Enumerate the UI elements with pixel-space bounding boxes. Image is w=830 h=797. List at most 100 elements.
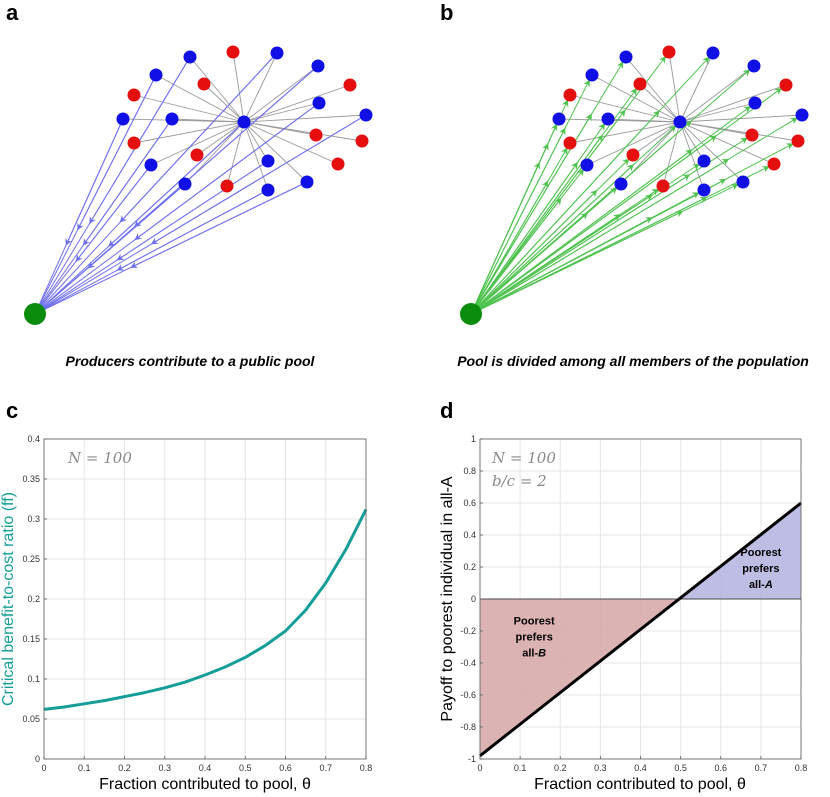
network-link xyxy=(232,51,245,123)
producer-node xyxy=(165,112,179,126)
non-producer-node xyxy=(563,136,577,150)
producer-node xyxy=(149,68,163,82)
y-tick-label: 0.05 xyxy=(22,714,40,724)
producer-node xyxy=(580,158,594,172)
x-tick-label: 0.8 xyxy=(795,763,808,773)
series-line-critical-ratio xyxy=(43,508,368,711)
network-link xyxy=(591,74,681,123)
contribution-arrowhead xyxy=(116,189,269,272)
annotation-d-bc: b/c = 2 xyxy=(492,472,547,490)
region-label-a: Poorest xyxy=(740,547,781,559)
y-tick-label: 0.4 xyxy=(463,530,476,540)
non-producer-node xyxy=(767,157,781,171)
network-link xyxy=(679,102,756,123)
non-producer-node xyxy=(343,78,357,92)
producer-node xyxy=(736,175,750,189)
series-c xyxy=(43,508,368,711)
contribution-arrowhead xyxy=(133,65,319,228)
network-link xyxy=(243,121,308,183)
distribution-arrowhead xyxy=(470,173,691,315)
y-tick-label: 0 xyxy=(35,754,40,764)
y-tick-label: 0.6 xyxy=(463,498,476,508)
network-diagram-b xyxy=(460,45,809,325)
x-tick-label: 0.2 xyxy=(118,763,131,773)
network-link xyxy=(625,56,681,123)
producer-node xyxy=(697,154,711,168)
region-label-b: prefers xyxy=(516,632,553,644)
series-d xyxy=(479,501,802,757)
distribution-arrowhead xyxy=(470,127,566,315)
distribution-arrowhead xyxy=(470,197,562,315)
hub-node xyxy=(237,115,251,129)
non-producer-node xyxy=(791,134,805,148)
producer-node xyxy=(144,158,158,172)
producer-node xyxy=(747,59,761,73)
producer-node xyxy=(261,154,275,168)
contribution-arrowhead xyxy=(116,160,269,261)
non-producer-node xyxy=(662,45,676,59)
network-link xyxy=(569,94,681,123)
contribution-arrowhead xyxy=(119,52,278,223)
annotation-c: N = 100 xyxy=(67,449,132,467)
distribution-arrowhead xyxy=(470,161,579,315)
distribution-arrowhead xyxy=(470,158,730,315)
non-producer-node xyxy=(745,128,759,142)
network-link xyxy=(569,121,681,144)
distribution-arrowhead xyxy=(470,180,549,315)
non-producer-node xyxy=(197,77,211,91)
x-tick-label: 0.7 xyxy=(319,763,332,773)
producer-node xyxy=(311,59,325,73)
network-link xyxy=(243,114,367,123)
network-link xyxy=(243,121,339,165)
series-line-payoff xyxy=(479,501,802,757)
panel-label-c: c xyxy=(6,398,18,423)
network-diagram-a xyxy=(24,45,373,325)
ylabel-c: Critical benefit-to-cost ratio (ff) xyxy=(0,492,17,706)
network-link xyxy=(243,121,269,162)
network-link xyxy=(189,56,245,123)
producer-node xyxy=(116,112,130,126)
non-producer-node xyxy=(309,128,323,142)
producer-node xyxy=(300,175,314,189)
y-tick-label: 0.15 xyxy=(22,634,40,644)
caption-b: Pool is divided among all members of the… xyxy=(457,353,809,369)
y-tick-label: 0.25 xyxy=(22,554,40,564)
non-producer-node xyxy=(331,157,345,171)
y-tick-label: -0.6 xyxy=(460,690,476,700)
contribution-arrowhead xyxy=(107,121,245,248)
producer-node xyxy=(552,112,566,126)
distribution-arrowhead xyxy=(470,110,661,315)
panel-a: a Producers contribute to a public pool xyxy=(6,0,373,369)
y-tick-label: 0.35 xyxy=(22,474,40,484)
ticks-c: 0 0.1 0.2 0.3 0.4 0.5 0.6 0.7 0.8 0 0.05 0.1 0.15 0.2… xyxy=(22,434,372,773)
contribution-arrowhead xyxy=(76,74,157,231)
contribution-arrowhead xyxy=(75,164,152,263)
y-tick-label: 1 xyxy=(471,434,476,444)
x-tick-label: 0.6 xyxy=(279,763,292,773)
distribution-arrowhead xyxy=(470,134,717,315)
y-tick-label: 0.8 xyxy=(463,466,476,476)
x-tick-label: 0.5 xyxy=(239,763,252,773)
region-label-b: all-B xyxy=(522,648,546,660)
producer-node xyxy=(614,177,628,191)
distribution-arrowhead xyxy=(470,210,684,315)
network-link xyxy=(133,94,245,123)
x-tick-label: 0.7 xyxy=(755,763,768,773)
non-producer-node xyxy=(626,148,640,162)
producer-node xyxy=(795,108,809,122)
non-producer-node xyxy=(220,179,234,193)
x-tick-label: 0.1 xyxy=(78,763,91,773)
network-link xyxy=(243,121,269,191)
network-link xyxy=(243,65,319,123)
x-tick-label: 0.2 xyxy=(554,763,567,773)
producer-node xyxy=(183,50,197,64)
non-producer-node xyxy=(127,88,141,102)
y-tick-label: 0.4 xyxy=(27,434,40,444)
network-link xyxy=(203,83,245,123)
ylabel-d: Payoff to poorest individual in all-A xyxy=(439,476,456,722)
producer-node xyxy=(697,183,711,197)
producer-node xyxy=(270,46,284,60)
y-tick-label: -1 xyxy=(468,754,476,764)
network-link xyxy=(679,65,755,123)
